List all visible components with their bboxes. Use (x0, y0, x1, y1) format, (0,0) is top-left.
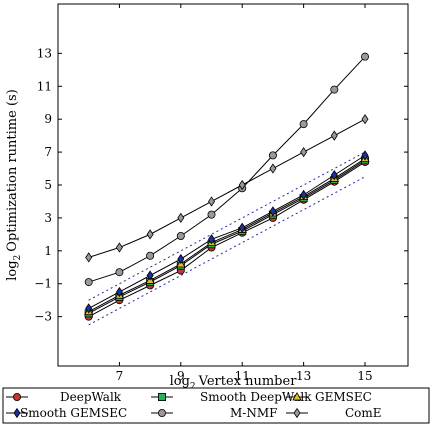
legend-marker-deepwalk (12, 392, 21, 401)
data-point-smooth-gemsec (330, 170, 338, 181)
series-come (85, 114, 369, 263)
reference-lines (88, 151, 366, 326)
data-point-m-nmf (115, 268, 124, 277)
y-tick-label: 13 (37, 46, 52, 60)
data-point-come (361, 114, 369, 125)
data-point-come (85, 252, 93, 263)
y-tick-label: 3 (44, 211, 52, 225)
series-deepwalk (84, 157, 370, 321)
reference-line (88, 176, 366, 326)
data-point-m-nmf (361, 52, 370, 61)
series-line-smooth-deepwalk (88, 159, 366, 314)
data-point-m-nmf (84, 278, 93, 287)
data-point-smooth-gemsec (269, 206, 277, 217)
y-tick-label: −3 (34, 310, 52, 324)
data-point-m-nmf (330, 85, 339, 94)
data-point-come (238, 179, 246, 191)
series-line-gemsec (88, 158, 366, 313)
series-m-nmf (84, 52, 370, 287)
series-line-smooth-gemsec (88, 154, 366, 309)
y-axis-label: log2Optimization runtime (s) (5, 89, 23, 281)
series-smooth-gemsec (85, 150, 369, 314)
data-point-smooth-gemsec (300, 189, 308, 200)
legend-label-gemsec: GEMSEC (315, 390, 372, 404)
x-axis-label: log2 Vertex number (170, 374, 298, 392)
legend-item-smooth-deepwalk: Smooth DeepWalk (151, 390, 312, 404)
y-tick-label: 11 (37, 79, 52, 93)
legend-label-come: ComE (345, 406, 382, 420)
x-tick-label: 15 (357, 369, 372, 383)
data-point-m-nmf (299, 120, 308, 129)
data-point-smooth-gemsec (115, 286, 123, 298)
series-line-m-nmf (88, 56, 366, 283)
data-point-come (269, 163, 277, 174)
legend-label-deepwalk: DeepWalk (60, 390, 122, 404)
x-tick-label: 13 (296, 369, 311, 383)
data-point-come (330, 130, 338, 141)
data-point-come (177, 212, 185, 224)
legend-marker-gemsec (292, 391, 302, 401)
data-point-m-nmf (207, 210, 216, 219)
legend-item-deepwalk: DeepWalk (6, 390, 122, 404)
reference-line (88, 151, 366, 301)
y-tick-label: −1 (34, 277, 52, 291)
y-tick-label: 9 (44, 112, 52, 126)
series-line-deepwalk (88, 161, 366, 318)
legend-frame (2, 387, 430, 424)
x-tick-label: 9 (177, 369, 185, 383)
data-point-come (208, 196, 215, 207)
legend-label-smooth-gemsec: Smooth GEMSEC (20, 406, 127, 420)
y-tick-label: 1 (44, 244, 52, 258)
data-point-smooth-gemsec (208, 234, 215, 245)
data-point-smooth-gemsec (146, 270, 154, 281)
legend-item-come: ComE (286, 406, 382, 420)
data-point-smooth-gemsec (238, 222, 246, 233)
data-point-m-nmf (176, 232, 185, 241)
data-point-m-nmf (146, 251, 155, 260)
legend-marker-m-nmf (157, 408, 166, 417)
x-tick-label: 11 (235, 369, 250, 383)
legend: DeepWalk Smooth DeepWalk GEMSEC Smooth GEMS… (2, 387, 430, 424)
data-point-come (146, 229, 154, 240)
series-line-come (88, 118, 366, 258)
legend-marker-smooth-deepwalk (157, 392, 166, 401)
data-point-m-nmf (268, 151, 277, 160)
y-tick-label: 7 (44, 145, 52, 159)
data-point-come (115, 242, 123, 253)
y-tick-label: 5 (44, 178, 52, 192)
legend-label-smooth-deepwalk: Smooth DeepWalk (200, 390, 312, 404)
series-layer (84, 52, 370, 321)
data-point-come (300, 146, 308, 158)
plot-frame (57, 3, 409, 367)
legend-label-m-nmf: M-NMF (230, 406, 277, 420)
data-point-smooth-gemsec (177, 253, 185, 265)
data-point-smooth-gemsec (85, 303, 93, 314)
legend-item-m-nmf: M-NMF (151, 406, 277, 420)
x-tick-label: 7 (116, 369, 124, 383)
data-point-smooth-gemsec (361, 150, 369, 161)
legend-marker-come (293, 407, 301, 419)
legend-item-smooth-gemsec: Smooth GEMSEC (6, 406, 127, 420)
legend-item-gemsec: GEMSEC (286, 390, 372, 404)
legend-marker-smooth-gemsec (13, 407, 21, 419)
series-gemsec (84, 153, 370, 316)
